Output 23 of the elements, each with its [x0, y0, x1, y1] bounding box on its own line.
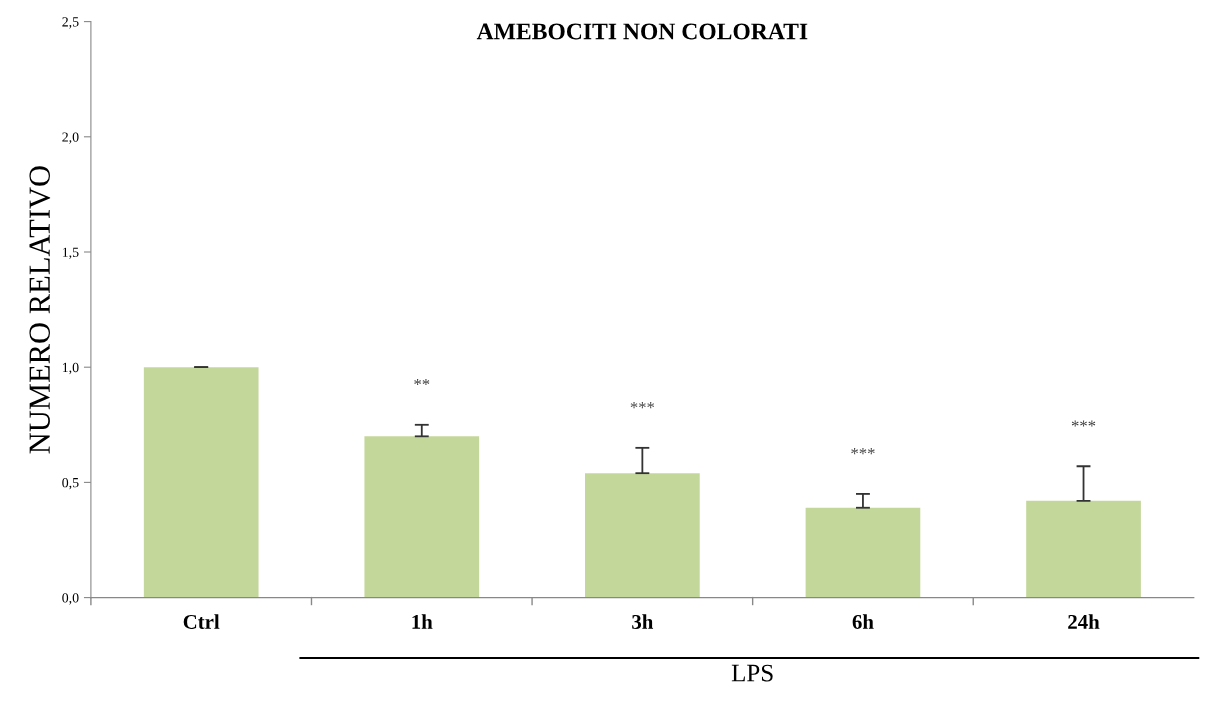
- x-tick-label: 6h: [852, 614, 874, 629]
- x-tick-label: 1h: [412, 614, 433, 629]
- y-tick-label: 1,5: [62, 247, 79, 259]
- x-tick-label: Ctrl: [183, 614, 220, 629]
- text: LPS: [731, 664, 773, 682]
- x-tick-label: 3h: [632, 614, 654, 629]
- y-tick-label: 1,0: [62, 362, 79, 375]
- y-tick-label: 2,5: [62, 17, 79, 29]
- x-tick-label: 24h: [1068, 614, 1100, 629]
- annotation: ***: [1071, 420, 1096, 427]
- y-axis-title: NUMERO RELATIVO: [29, 166, 51, 454]
- y-tick-label: 2,0: [62, 132, 79, 144]
- annotation: ***: [630, 402, 655, 409]
- bar: [364, 436, 480, 598]
- annotation: **: [414, 379, 430, 386]
- bar: [585, 473, 700, 598]
- y-tick-label: 0,0: [62, 593, 79, 605]
- bar: [143, 367, 259, 598]
- y-tick-label: 0,5: [62, 477, 79, 490]
- bar: [805, 507, 921, 598]
- chart-title: AMEBOCITI NON COLORATI: [476, 23, 808, 40]
- bar: [1026, 500, 1141, 598]
- annotation: ***: [851, 448, 875, 455]
